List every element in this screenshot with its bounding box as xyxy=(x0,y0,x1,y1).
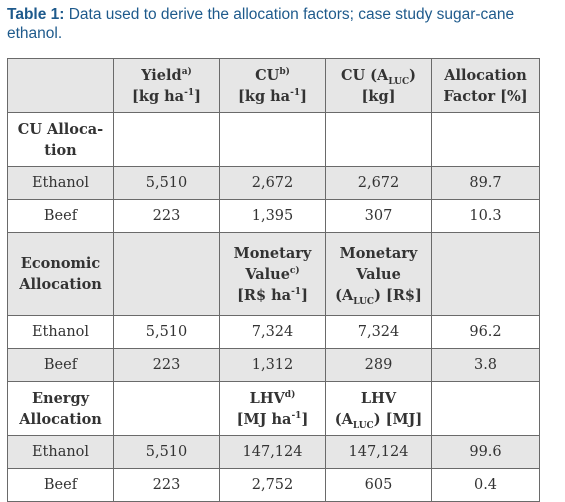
cell: 2,672 xyxy=(219,166,326,200)
section-row-cu: CU Alloca-tion xyxy=(7,112,540,167)
cell: 3.8 xyxy=(431,348,540,382)
section-label: Energy Allocation xyxy=(7,381,114,436)
table-row: Beef 223 2,752 605 0.4 xyxy=(7,468,540,502)
table-row: Ethanol 5,510 147,124 147,124 99.6 xyxy=(7,435,540,469)
cell: 223 xyxy=(113,348,220,382)
cell: 1,312 xyxy=(219,348,326,382)
caption-label: Table 1: xyxy=(7,6,65,23)
cell: 2,752 xyxy=(219,468,326,502)
cell: 223 xyxy=(113,199,220,233)
cell: 147,124 xyxy=(219,435,326,469)
header-empty-cell xyxy=(7,58,114,113)
cell: 1,395 xyxy=(219,199,326,233)
cell: 289 xyxy=(325,348,432,382)
table-row: Beef 223 1,395 307 10.3 xyxy=(7,199,540,233)
row-label: Ethanol xyxy=(7,166,114,200)
cell: 96.2 xyxy=(431,315,540,349)
cell: 89.7 xyxy=(431,166,540,200)
row-label: Beef xyxy=(7,468,114,502)
header-lhv-aluc: LHV (ALUC) [MJ] xyxy=(325,381,432,436)
cell: 307 xyxy=(325,199,432,233)
cell: 99.6 xyxy=(431,435,540,469)
header-row: Yielda) [kg ha-1] CUb) [kg ha-1] CU (ALUC)… xyxy=(7,58,540,113)
table-row: Ethanol 5,510 7,324 7,324 96.2 xyxy=(7,315,540,349)
header-cu-aluc: CU (ALUC) [kg] xyxy=(325,58,432,113)
section-row-energy: Energy Allocation LHVd) [MJ ha-1] LHV (ALU… xyxy=(7,381,540,436)
section-row-economic: Economic Allocation Monetary Valuec) [R$ h… xyxy=(7,232,540,316)
cell: 0.4 xyxy=(431,468,540,502)
table-row: Ethanol 5,510 2,672 2,672 89.7 xyxy=(7,166,540,200)
header-lhv: LHVd) [MJ ha-1] xyxy=(219,381,326,436)
header-monetary-value-aluc: Monetary Value (ALUC) [R$] xyxy=(325,232,432,316)
cell: 5,510 xyxy=(113,166,220,200)
row-label: Ethanol xyxy=(7,315,114,349)
row-label: Beef xyxy=(7,348,114,382)
cell: 605 xyxy=(325,468,432,502)
caption-text: Data used to derive the allocation facto… xyxy=(7,6,515,42)
cell: 10.3 xyxy=(431,199,540,233)
table-caption: Table 1: Data used to derive the allocat… xyxy=(7,5,557,43)
row-label: Beef xyxy=(7,199,114,233)
header-yield: Yielda) [kg ha-1] xyxy=(113,58,220,113)
cell: 5,510 xyxy=(113,315,220,349)
table-row: Beef 223 1,312 289 3.8 xyxy=(7,348,540,382)
header-cu: CUb) [kg ha-1] xyxy=(219,58,326,113)
header-monetary-value: Monetary Valuec) [R$ ha-1] xyxy=(219,232,326,316)
header-allocation-factor: Allocation Factor [%] xyxy=(431,58,540,113)
section-label: Economic Allocation xyxy=(7,232,114,316)
cell: 7,324 xyxy=(219,315,326,349)
section-label: CU Alloca-tion xyxy=(7,112,114,167)
cell: 2,672 xyxy=(325,166,432,200)
cell: 7,324 xyxy=(325,315,432,349)
allocation-table: Yielda) [kg ha-1] CUb) [kg ha-1] CU (ALUC)… xyxy=(7,58,540,502)
cell: 147,124 xyxy=(325,435,432,469)
cell: 223 xyxy=(113,468,220,502)
cell: 5,510 xyxy=(113,435,220,469)
row-label: Ethanol xyxy=(7,435,114,469)
